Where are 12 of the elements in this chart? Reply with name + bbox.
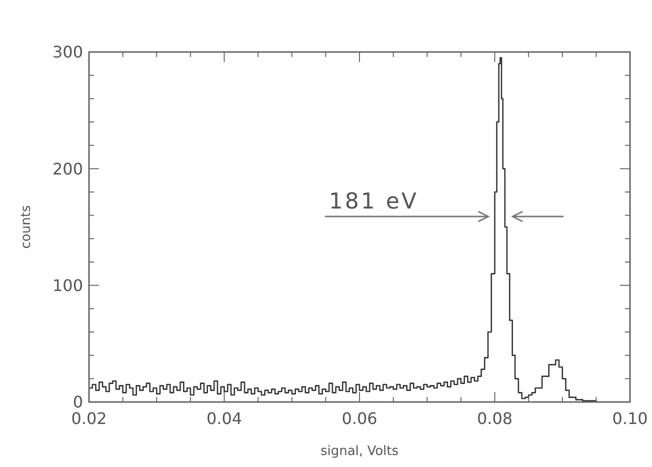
- y-tick-label: 200: [52, 159, 83, 178]
- x-tick-label: 0.04: [206, 409, 242, 428]
- x-tick-label: 0.08: [476, 409, 513, 428]
- annotation: 181 eV: [328, 190, 418, 214]
- x-tick-label: 0.02: [71, 409, 107, 428]
- x-axis-title: signal, Volts: [320, 444, 399, 459]
- x-tick-label: 0.06: [342, 409, 378, 428]
- x-tick-label: 0.10: [612, 409, 648, 428]
- y-tick-label: 300: [52, 42, 83, 62]
- y-tick-label: 0: [72, 392, 83, 412]
- y-axis-title: counts: [19, 205, 34, 249]
- y-tick-label: 100: [52, 276, 83, 295]
